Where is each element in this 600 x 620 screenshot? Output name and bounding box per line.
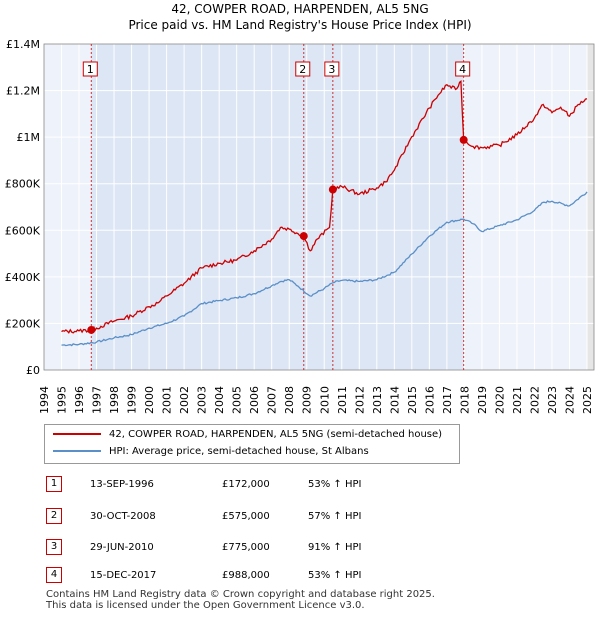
x-tick-label: 2006 <box>248 386 261 414</box>
y-tick-label: £800K <box>5 178 41 191</box>
y-tick-label: £1.4M <box>6 38 40 51</box>
x-tick-label: 2002 <box>178 386 191 414</box>
sale-number-badge: 4 <box>46 567 62 583</box>
sale-point <box>87 325 96 334</box>
sale-period-shading <box>91 44 464 370</box>
x-tick-label: 2007 <box>266 386 279 414</box>
x-tick-label: 2020 <box>493 386 506 414</box>
sale-hpi-change: 53% ↑ HPI <box>308 479 362 490</box>
x-tick-label: 2013 <box>371 386 384 414</box>
footer: Contains HM Land Registry data © Crown c… <box>46 589 435 611</box>
x-tick-label: 1994 <box>38 386 51 414</box>
hpi-series-line <box>61 191 588 347</box>
sale-date: 15-DEC-2017 <box>90 570 157 581</box>
sale-date: 13-SEP-1996 <box>90 479 154 490</box>
chart-title: 42, COWPER ROAD, HARPENDEN, AL5 5NG <box>171 2 428 16</box>
property-line-swatch <box>53 433 101 435</box>
sale-number-label: 4 <box>459 63 466 76</box>
x-tick-label: 2010 <box>318 386 331 414</box>
sale-price: £575,000 <box>222 511 270 522</box>
sale-number-label: 2 <box>299 63 306 76</box>
y-tick-label: £1.2M <box>6 85 40 98</box>
x-tick-label: 2025 <box>581 386 594 414</box>
x-tick-label: 2016 <box>423 386 436 414</box>
x-tick-label: 2003 <box>196 386 209 414</box>
x-tick-label: 2000 <box>143 386 156 414</box>
x-tick-label: 1999 <box>126 386 139 414</box>
footer-licence: This data is licensed under the Open Gov… <box>46 600 365 611</box>
x-tick-label: 1996 <box>73 386 86 414</box>
plot-area: £0 £200K £400K £600K £800K £1M £1.2M £1.4M 1994 1… <box>5 38 595 414</box>
x-tick-label: 2012 <box>353 386 366 414</box>
sale-number-badge: 1 <box>46 476 62 492</box>
x-tick-label: 2017 <box>441 386 454 414</box>
x-tick-label: 2015 <box>406 386 419 414</box>
x-tick-label: 1995 <box>56 386 69 414</box>
sale-number-badge: 2 <box>46 508 62 524</box>
x-tick-label: 2008 <box>283 386 296 414</box>
sale-price: £988,000 <box>222 570 270 581</box>
sale-point <box>328 185 337 194</box>
legend: 42, COWPER ROAD, HARPENDEN, AL5 5NG (sem… <box>44 424 460 464</box>
x-tick-label: 2019 <box>476 386 489 414</box>
legend-label-hpi: HPI: Average price, semi-detached house,… <box>109 446 369 457</box>
footer-copyright: Contains HM Land Registry data © Crown c… <box>46 589 435 600</box>
sale-number-label: 3 <box>328 63 335 76</box>
y-tick-label: £0 <box>26 364 40 377</box>
sale-point <box>459 135 468 144</box>
x-tick-label: 1998 <box>108 386 121 414</box>
chart-subtitle: Price paid vs. HM Land Registry's House … <box>128 18 471 32</box>
x-tick-label: 2024 <box>563 386 576 414</box>
price-chart: 42, COWPER ROAD, HARPENDEN, AL5 5NG Pric… <box>5 2 595 414</box>
x-tick-label: 2011 <box>336 386 349 414</box>
x-tick-label: 2001 <box>161 386 174 414</box>
legend-item-hpi: HPI: Average price, semi-detached house,… <box>53 444 369 460</box>
sale-number-box <box>82 61 98 77</box>
legend-label-property: 42, COWPER ROAD, HARPENDEN, AL5 5NG (sem… <box>109 429 443 440</box>
projection-area <box>586 44 594 370</box>
x-tick-label: 2005 <box>231 386 244 414</box>
x-tick-label: 2004 <box>213 386 226 414</box>
sale-number-box <box>295 61 311 77</box>
sale-number-box <box>324 61 340 77</box>
sale-price: £775,000 <box>222 542 270 553</box>
x-tick-label: 2023 <box>546 386 559 414</box>
sale-hpi-change: 91% ↑ HPI <box>308 542 362 553</box>
y-tick-label: £600K <box>5 224 41 237</box>
sale-date: 29-JUN-2010 <box>90 542 154 553</box>
y-tick-label: £1M <box>17 131 41 144</box>
sale-hpi-change: 53% ↑ HPI <box>308 570 362 581</box>
x-tick-label: 2009 <box>301 386 314 414</box>
x-tick-label: 2021 <box>511 386 524 414</box>
y-tick-label: £200K <box>5 317 41 330</box>
sale-number-label: 1 <box>87 63 94 76</box>
hpi-line-swatch <box>53 450 101 452</box>
sale-date: 30-OCT-2008 <box>90 511 156 522</box>
plot-border <box>43 43 595 371</box>
legend-item-property: 42, COWPER ROAD, HARPENDEN, AL5 5NG (sem… <box>53 427 442 443</box>
y-tick-label: £400K <box>5 271 41 284</box>
x-tick-label: 1997 <box>91 386 104 414</box>
sale-number-badge: 3 <box>46 539 62 555</box>
x-tick-label: 2018 <box>458 386 471 414</box>
sale-price: £172,000 <box>222 479 270 490</box>
sale-number-box <box>455 61 471 77</box>
sale-hpi-change: 57% ↑ HPI <box>308 511 362 522</box>
x-tick-label: 2022 <box>528 386 541 414</box>
property-series-line <box>61 80 588 334</box>
sale-point <box>299 232 308 241</box>
x-tick-label: 2014 <box>388 386 401 414</box>
